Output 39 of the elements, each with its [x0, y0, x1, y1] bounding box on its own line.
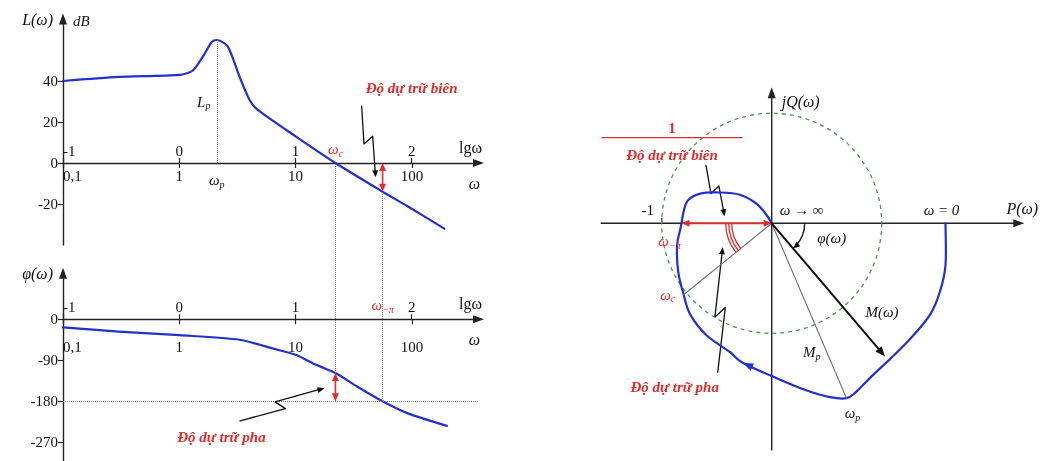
- y-tick-label: -180: [30, 393, 58, 410]
- y-tick-label: 40: [43, 73, 58, 89]
- x2-tick-label: 0: [175, 142, 183, 159]
- text: φ(ω): [817, 230, 847, 248]
- x-tick-label: 1: [175, 167, 184, 184]
- x-tick-label: 100: [400, 338, 424, 355]
- x2-axis-title: lgω: [459, 138, 482, 157]
- text: Độ dự trữ biên: [625, 147, 718, 164]
- x2-axis-title: lgω: [459, 294, 482, 313]
- y-axis-title: L(ω): [21, 11, 53, 29]
- x2-tick-label: 1: [291, 142, 300, 159]
- x2-tick-label: 0: [175, 298, 183, 315]
- annotation: dB: [73, 12, 90, 29]
- y-tick-label: 0: [50, 155, 58, 171]
- text: P(ω): [1005, 199, 1039, 218]
- y-tick-label: 20: [43, 114, 58, 130]
- x2-tick-label: 2: [407, 298, 416, 315]
- y-tick-label: -270: [30, 434, 58, 451]
- text: jQ(ω): [779, 92, 820, 111]
- x-tick-label: 10: [288, 167, 304, 184]
- y-tick-label: -20: [38, 196, 58, 212]
- x-tick-label: 100: [400, 167, 424, 184]
- x-tick-label: 1: [175, 338, 184, 355]
- x-tick-label: 10: [288, 338, 304, 355]
- y-axis-title: φ(ω): [22, 265, 53, 284]
- text: -1: [641, 202, 654, 219]
- y-tick-label: -90: [38, 352, 58, 369]
- text: ω = 0: [923, 202, 960, 219]
- text: ω → ∞: [779, 202, 824, 219]
- annotation: Độ dự trữ biên: [364, 79, 458, 96]
- text: 1: [668, 119, 676, 136]
- text: M(ω): [864, 304, 899, 322]
- annotation: Độ dự trữ pha: [176, 429, 267, 446]
- x-axis-title: ω: [468, 174, 480, 192]
- x-axis-title: ω: [468, 330, 480, 348]
- y-tick-label: 0: [50, 311, 58, 328]
- text: Độ dự trữ pha: [629, 379, 720, 396]
- x2-tick-label: 1: [291, 298, 300, 315]
- x2-tick-label: 2: [407, 142, 416, 159]
